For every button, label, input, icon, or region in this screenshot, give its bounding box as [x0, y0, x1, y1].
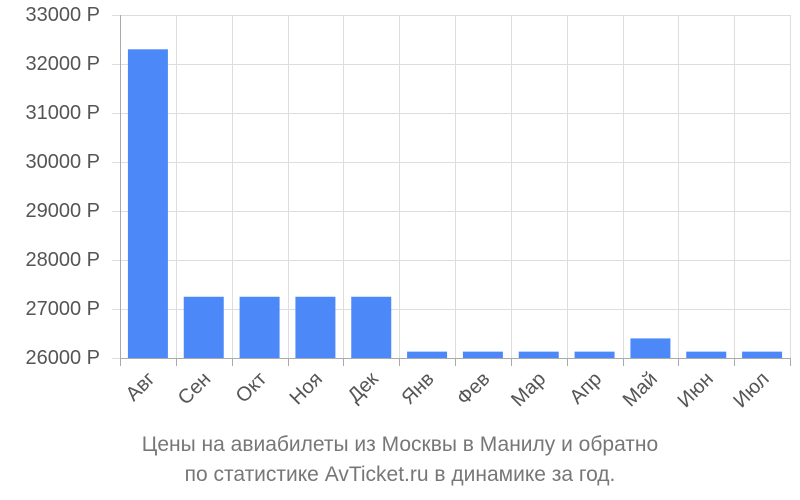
- x-tick-label: Июн: [674, 368, 718, 412]
- x-tick-label: Авг: [122, 368, 160, 406]
- x-tick-label: Ноя: [286, 368, 327, 409]
- bar-Сен: [183, 296, 224, 358]
- x-tick-label: Апр: [566, 368, 607, 409]
- bar-Апр: [574, 351, 615, 358]
- bar-Авг: [127, 49, 168, 359]
- x-tick-label: Мар: [507, 368, 550, 411]
- bar-Окт: [239, 296, 280, 358]
- bar-Ноя: [295, 296, 336, 358]
- x-tick-label: Фев: [453, 368, 495, 410]
- bar-Июл: [742, 351, 783, 358]
- y-tick-label: 28000 Р: [25, 249, 100, 271]
- bar-Мар: [518, 351, 559, 358]
- x-tick-label: Май: [619, 368, 662, 411]
- y-tick-label: 33000 Р: [25, 4, 100, 26]
- x-tick-label: Окт: [232, 368, 271, 407]
- bar-Дек: [351, 296, 392, 358]
- x-tick-label: Янв: [398, 368, 439, 409]
- y-tick-label: 26000 Р: [25, 347, 100, 369]
- y-tick-label: 32000 Р: [25, 53, 100, 75]
- bar-Июн: [686, 351, 727, 358]
- bar-Янв: [407, 351, 448, 358]
- x-tick-label: Сен: [174, 368, 215, 409]
- x-tick-label: Дек: [344, 368, 383, 407]
- y-tick-label: 30000 Р: [25, 151, 100, 173]
- bar-Фев: [462, 351, 503, 358]
- bar-Май: [630, 338, 671, 358]
- chart-title-line-1: Цены на авиабилеты из Москвы в Манилу и …: [141, 433, 659, 456]
- y-tick-label: 27000 Р: [25, 298, 100, 320]
- chart-title-line-2: по статистике AvTicket.ru в динамике за …: [184, 463, 616, 486]
- y-tick-label: 31000 Р: [25, 102, 100, 124]
- y-tick-label: 29000 Р: [25, 200, 100, 222]
- x-tick-label: Июл: [729, 368, 773, 412]
